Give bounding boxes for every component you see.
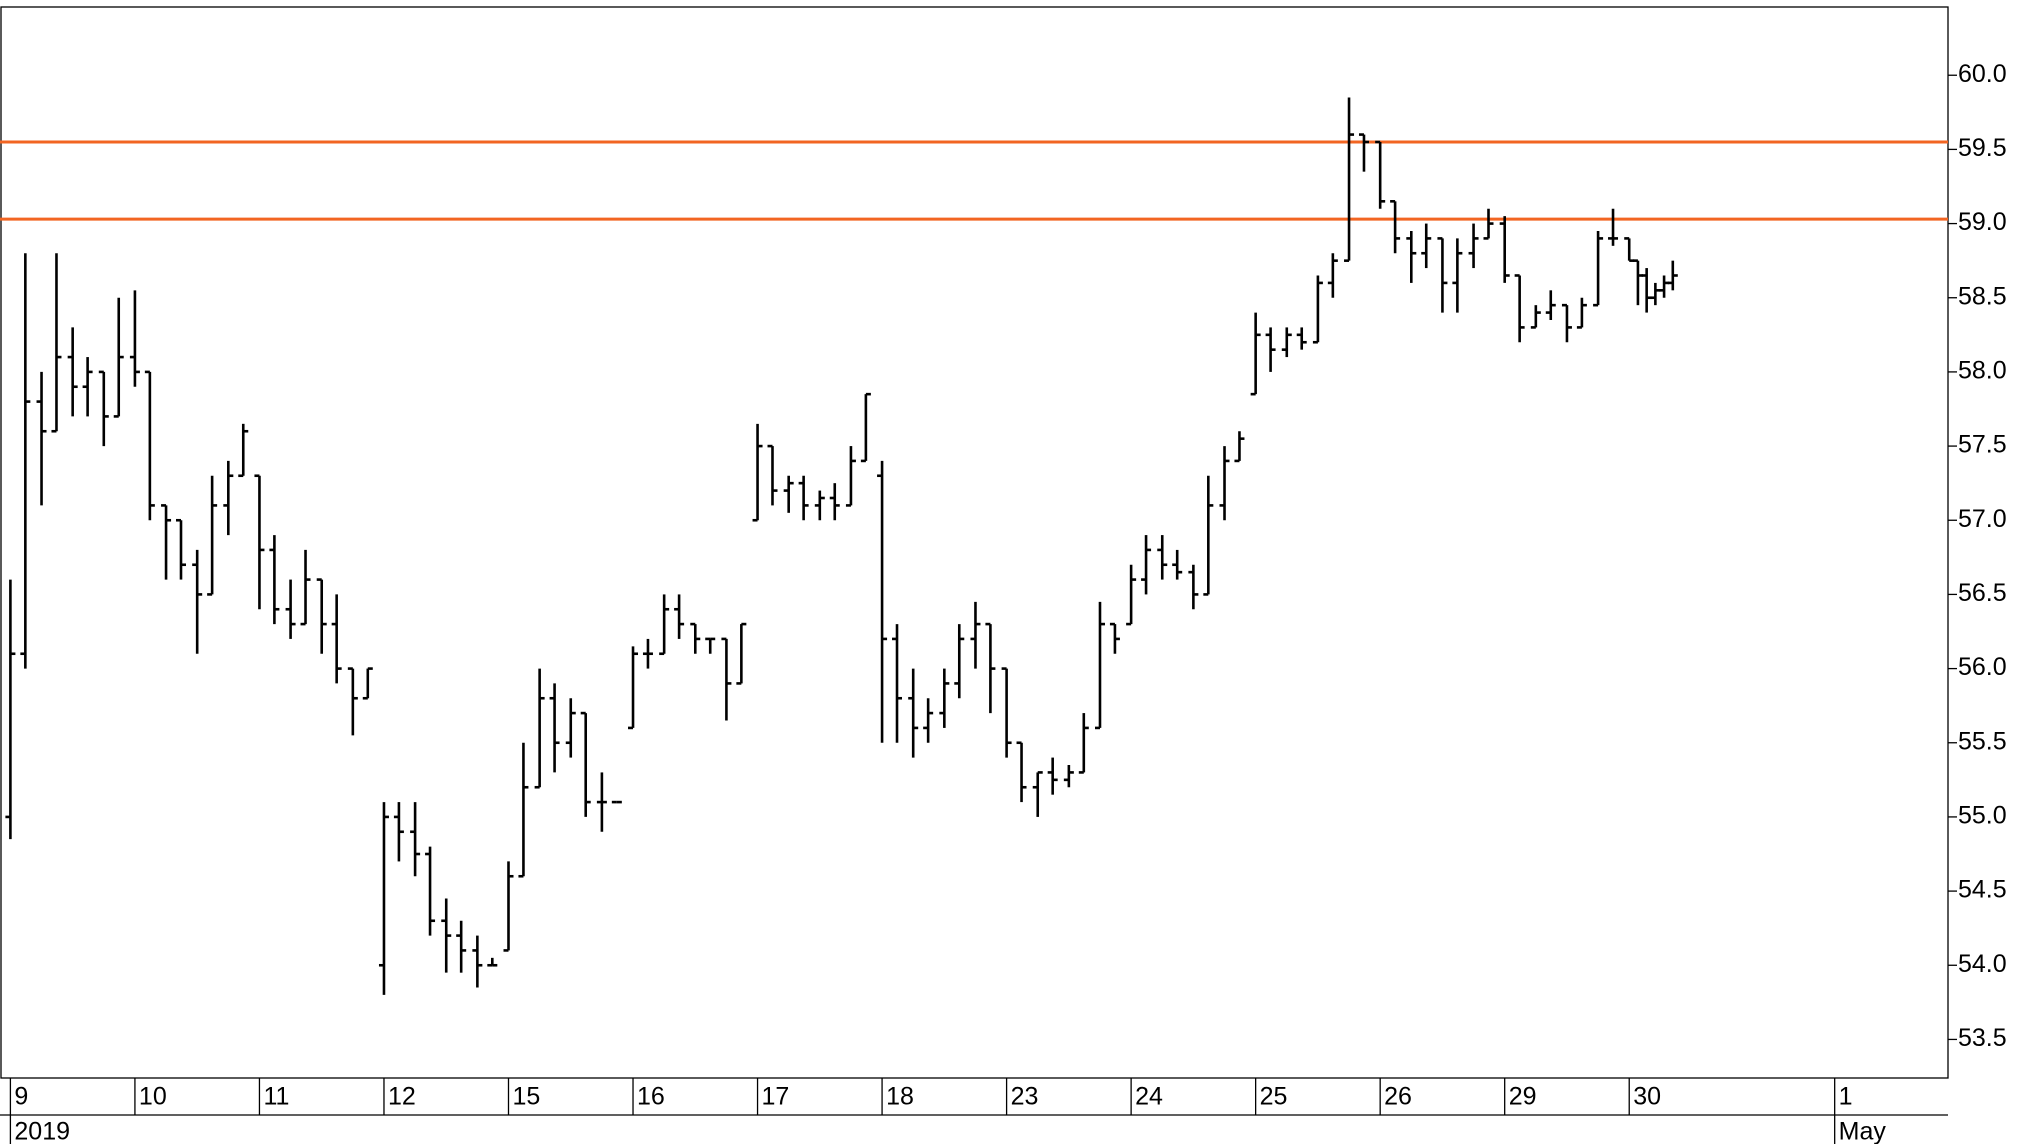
x-tick-label: 10 xyxy=(139,1083,167,1111)
y-tick-label: 56.0 xyxy=(1958,653,2007,681)
x-tick-label: 25 xyxy=(1260,1083,1288,1111)
x-tick-label: 9 xyxy=(14,1083,28,1111)
y-tick-label: 53.5 xyxy=(1958,1024,2007,1052)
x-tick-label: 1 xyxy=(1839,1083,1853,1111)
y-tick-label: 60.0 xyxy=(1958,60,2007,88)
y-tick-label: 55.5 xyxy=(1958,727,2007,755)
y-tick-label: 58.0 xyxy=(1958,357,2007,385)
y-tick-label: 54.0 xyxy=(1958,950,2007,978)
x-tick-label: 29 xyxy=(1509,1083,1537,1111)
x-tick-label: 18 xyxy=(886,1083,914,1111)
x-tick-label: 16 xyxy=(637,1083,665,1111)
y-tick-label: 54.5 xyxy=(1958,876,2007,904)
x-tick-label: 30 xyxy=(1633,1083,1661,1111)
x-tick-label: 15 xyxy=(512,1083,540,1111)
y-tick-label: 57.5 xyxy=(1958,431,2007,459)
x-tick-label: 24 xyxy=(1135,1083,1163,1111)
x-tick-label: 12 xyxy=(388,1083,416,1111)
x-tick-label: 11 xyxy=(263,1083,289,1111)
period-label: May xyxy=(1839,1118,1887,1144)
y-tick-label: 59.5 xyxy=(1958,134,2007,162)
x-tick-label: 17 xyxy=(762,1083,790,1111)
period-label: 2019 xyxy=(14,1118,70,1144)
y-tick-label: 56.5 xyxy=(1958,579,2007,607)
plot-frame xyxy=(0,6,1949,1079)
x-tick-label: 26 xyxy=(1384,1083,1412,1111)
y-tick-label: 58.5 xyxy=(1958,282,2007,310)
y-tick-label: 55.0 xyxy=(1958,802,2007,830)
y-tick-label: 59.0 xyxy=(1958,208,2007,236)
y-tick-label: 57.0 xyxy=(1958,505,2007,533)
x-tick-label: 23 xyxy=(1011,1083,1039,1111)
